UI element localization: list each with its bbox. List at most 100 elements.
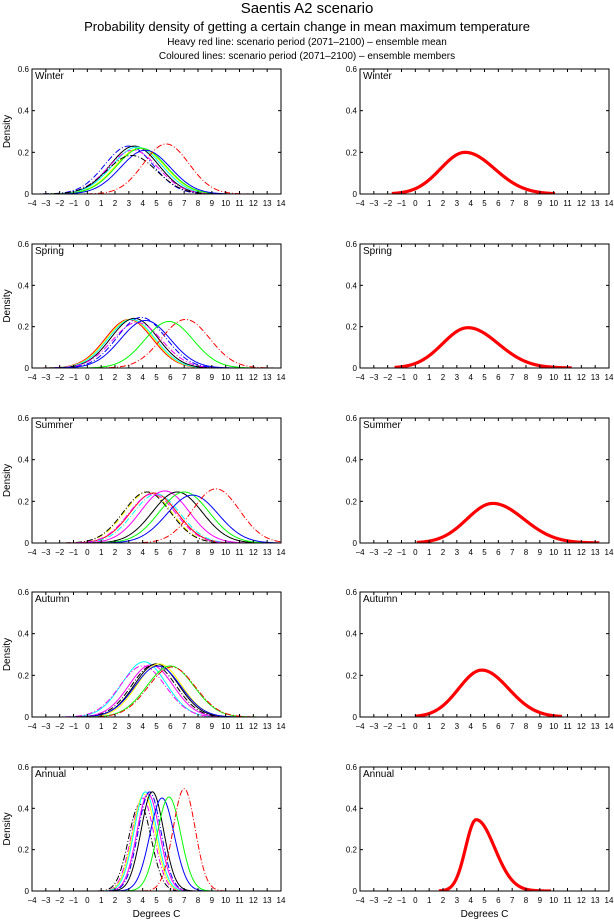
- y-tick-label: 0.6: [346, 763, 358, 772]
- x-tick-label: 14: [277, 199, 286, 208]
- x-tick-label: 10: [221, 722, 230, 731]
- season-label: Summer: [35, 420, 73, 431]
- y-tick-label: 0.2: [346, 497, 358, 506]
- x-tick-label: 10: [549, 548, 558, 557]
- panel-autumn-mean: −4 −3 −2 −1 0 1 2 3 4 5 6 7 8 9 10 11 12 13 1400.20.40.6Au…: [346, 588, 614, 731]
- x-tick-label: −4: [355, 548, 365, 557]
- x-tick-label: 5: [482, 373, 487, 382]
- y-axis-label: Density: [2, 638, 13, 671]
- series-group: [32, 143, 281, 194]
- x-tick-label: 4: [140, 548, 145, 557]
- x-tick-label: −1: [69, 373, 79, 382]
- x-tick-label: 14: [605, 548, 614, 557]
- x-tick-label: 7: [182, 896, 187, 905]
- plot-frame: [359, 417, 610, 544]
- x-tick-label: 1: [427, 722, 432, 731]
- x-tick-label: 3: [455, 896, 460, 905]
- x-tick-label: 8: [196, 548, 201, 557]
- plot-frame: [31, 243, 282, 369]
- curve-member-6: [32, 147, 281, 194]
- curve-member-8: [32, 797, 281, 891]
- x-tick-label: 5: [482, 548, 487, 557]
- x-tick-label: 7: [182, 548, 187, 557]
- x-tick-label: 0: [413, 199, 418, 208]
- x-tick-label: −3: [369, 548, 379, 557]
- y-tick-label: 0: [25, 713, 30, 722]
- y-tick-label: 0.2: [346, 846, 358, 855]
- x-tick-label: −2: [383, 199, 393, 208]
- x-tick-label: 2: [113, 373, 118, 382]
- x-tick-label: −2: [55, 373, 65, 382]
- panel-winter-mean: −4 −3 −2 −1 0 1 2 3 4 5 6 7 8 9 10 11 12 13 1400.20.40.6Wi…: [346, 65, 614, 208]
- x-tick-label: 5: [154, 896, 159, 905]
- panel-spring-members: −4 −3 −2 −1 0 1 2 3 4 5 6 7 8 9 10 11 12 13 1400.20.40.6Sp…: [2, 240, 286, 382]
- y-tick-label: 0.4: [18, 107, 30, 116]
- x-tick-label: 2: [441, 548, 446, 557]
- x-tick-label: 4: [140, 373, 145, 382]
- curve-ensemble-mean: [394, 326, 572, 368]
- x-tick-label: 3: [455, 199, 460, 208]
- curve-ensemble-mean: [438, 818, 551, 891]
- x-tick-label: 1: [99, 373, 104, 382]
- x-tick-label: 14: [277, 373, 286, 382]
- x-tick-label: 11: [563, 199, 572, 208]
- y-tick-label: 0: [25, 539, 30, 548]
- x-tick-label: −2: [383, 548, 393, 557]
- x-tick-label: 0: [413, 548, 418, 557]
- y-axis-label: Density: [2, 812, 13, 845]
- y-tick-label: 0.2: [18, 148, 30, 157]
- x-tick-label: 10: [221, 199, 230, 208]
- x-tick-label: 13: [263, 548, 272, 557]
- x-tick-label: 3: [455, 722, 460, 731]
- y-axis-label: Density: [2, 289, 13, 322]
- x-tick-label: −4: [27, 548, 37, 557]
- x-tick-label: −3: [369, 199, 379, 208]
- x-tick-label: −2: [383, 896, 393, 905]
- curve-member-10: [32, 788, 281, 891]
- x-tick-label: 10: [221, 548, 230, 557]
- panel-winter-members: −4 −3 −2 −1 0 1 2 3 4 5 6 7 8 9 10 11 12 13 1400.20.40.6Wi…: [2, 65, 286, 208]
- x-tick-label: 4: [468, 722, 473, 731]
- x-tick-label: 13: [591, 896, 600, 905]
- x-tick-label: 11: [235, 896, 244, 905]
- curve-member-8: [32, 154, 281, 194]
- x-tick-label: 1: [99, 896, 104, 905]
- x-tick-label: −4: [27, 896, 37, 905]
- curve-member-6: [32, 663, 281, 717]
- x-tick-label: 13: [591, 548, 600, 557]
- y-tick-label: 0: [353, 190, 358, 199]
- curve-member-6: [32, 493, 281, 543]
- x-tick-label: −1: [397, 199, 407, 208]
- y-tick-label: 0.6: [346, 588, 358, 597]
- x-tick-label: 12: [249, 722, 258, 731]
- season-label: Spring: [35, 246, 64, 257]
- y-tick-label: 0.2: [18, 497, 30, 506]
- x-tick-label: 4: [468, 548, 473, 557]
- x-tick-label: 13: [591, 722, 600, 731]
- x-tick-label: 3: [127, 722, 132, 731]
- x-tick-label: 12: [249, 896, 258, 905]
- x-tick-label: 11: [563, 896, 572, 905]
- panel-spring-mean: −4 −3 −2 −1 0 1 2 3 4 5 6 7 8 9 10 11 12 13 1400.20.40.6Sp…: [346, 240, 614, 382]
- curve-ensemble-mean: [416, 501, 600, 543]
- x-tick-label: 2: [113, 722, 118, 731]
- x-tick-label: −3: [41, 722, 51, 731]
- x-tick-label: 14: [605, 373, 614, 382]
- x-tick-label: 12: [577, 896, 586, 905]
- x-tick-label: 4: [468, 373, 473, 382]
- x-tick-label: −1: [397, 373, 407, 382]
- y-tick-label: 0.2: [18, 671, 30, 680]
- x-tick-label: 7: [182, 199, 187, 208]
- curve-member-5: [32, 147, 281, 194]
- curve-member-2: [32, 491, 281, 543]
- x-tick-label: 10: [549, 722, 558, 731]
- x-tick-label: 6: [168, 548, 173, 557]
- x-tick-label: 3: [127, 199, 132, 208]
- x-tick-label: 5: [482, 722, 487, 731]
- y-tick-label: 0.4: [18, 630, 30, 639]
- x-tick-label: 10: [549, 896, 558, 905]
- curve-member-7: [32, 791, 281, 891]
- x-tick-label: 11: [235, 722, 244, 731]
- x-tick-label: −2: [383, 722, 393, 731]
- panel-summer-mean: −4 −3 −2 −1 0 1 2 3 4 5 6 7 8 9 10 11 12 13 1400.20.40.6Su…: [346, 414, 614, 557]
